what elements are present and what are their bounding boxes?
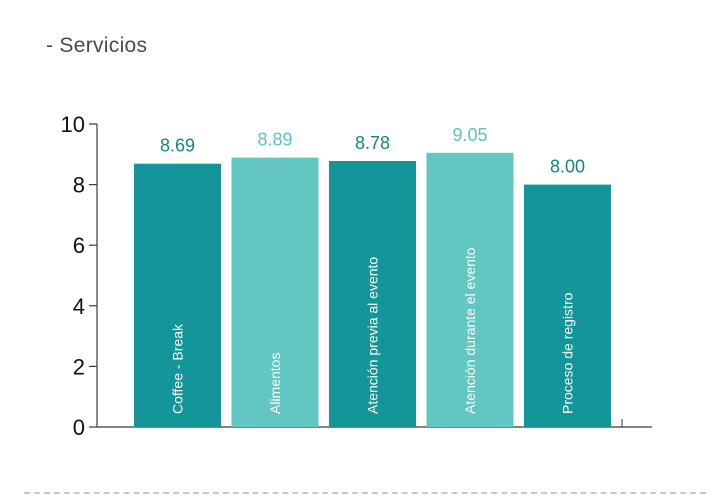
y-tick-label: 6 [73, 233, 85, 258]
bar-value-label: 8.00 [550, 157, 585, 177]
y-tick-label: 2 [73, 354, 85, 379]
y-tick-label: 8 [73, 173, 85, 198]
section-title: - Servicios [46, 34, 148, 57]
bar [134, 163, 221, 427]
chart-bars [134, 152, 611, 427]
bar-value-label: 8.69 [160, 136, 195, 156]
y-tick-label: 0 [73, 415, 85, 440]
bar-value-label: 8.78 [355, 133, 390, 153]
bar [231, 157, 319, 427]
bar-value-label: 8.89 [257, 130, 292, 150]
bar [426, 152, 514, 427]
bar-value-label: 9.05 [452, 125, 487, 145]
bar-category-label: Atención durante el evento [462, 247, 478, 414]
bar-category-label: Coffee - Break [170, 323, 186, 414]
bar-category-label: Alimentos [267, 353, 283, 414]
chart-labels: 8.69 Coffee - Break 8.89 Alimentos 8.78 Atenc… [160, 125, 585, 414]
bar-category-label: Atención previa al evento [365, 257, 381, 414]
bar [524, 184, 611, 427]
y-tick-label: 10 [61, 112, 85, 137]
bar [329, 160, 416, 427]
dashed-divider [24, 492, 706, 494]
y-tick-label: 4 [73, 294, 85, 319]
bar-category-label: Proceso de registro [560, 292, 576, 414]
